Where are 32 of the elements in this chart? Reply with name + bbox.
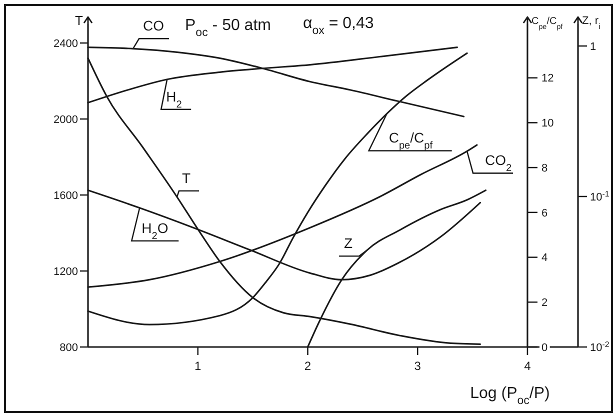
y-tick-label: 1200 (54, 266, 78, 278)
series-label: C$_{pe}$/C$_{pf}$ (388, 130, 433, 152)
y3-tick-label: 1 (590, 40, 596, 53)
x-tick-label: 4 (524, 359, 532, 373)
series-label: Z (344, 235, 354, 252)
chart-title: P$_{oc}$ - 50 atm (185, 17, 271, 39)
x-tick-label: 3 (414, 359, 422, 373)
y3-axis-title: Z, r$_{i}$ (582, 15, 600, 30)
y2-tick-label: 0 (541, 342, 548, 354)
series-label: H$_{2}$O (142, 220, 168, 242)
y2-tick-label: 6 (541, 207, 548, 220)
y-tick-label: 1600 (54, 190, 78, 202)
y2-tick-label: 8 (541, 162, 548, 174)
y-tick-label: 2400 (54, 38, 78, 50)
x-tick-label: 2 (304, 359, 312, 373)
series-label: CO$_{2}$ (485, 152, 512, 174)
y2-tick-label: 2 (541, 296, 548, 309)
y2-tick-label: 12 (541, 72, 554, 85)
series-label: H$_{2}$ (166, 88, 182, 110)
series-label: T (182, 170, 191, 186)
x-axis-title: Log (P$_{oc}$/P) (470, 385, 550, 407)
y-axis-title: T (75, 13, 84, 28)
y2-tick-label: 10 (541, 118, 554, 130)
y2-axis-title: C$_{pe}$/C$_{pf}$ (531, 16, 563, 30)
series-label: CO (143, 18, 164, 34)
chart-subtitle: α$_{ox}$ = 0,43 (303, 15, 374, 37)
y3-tick-label: 10$^{-2}$ (590, 339, 610, 354)
y-tick-label: 800 (60, 342, 78, 354)
y3-tick-label: 10$^{-1}$ (590, 188, 610, 204)
y-tick-label: 2000 (54, 114, 78, 126)
y2-tick-label: 4 (541, 252, 548, 264)
x-tick-label: 1 (194, 359, 202, 373)
